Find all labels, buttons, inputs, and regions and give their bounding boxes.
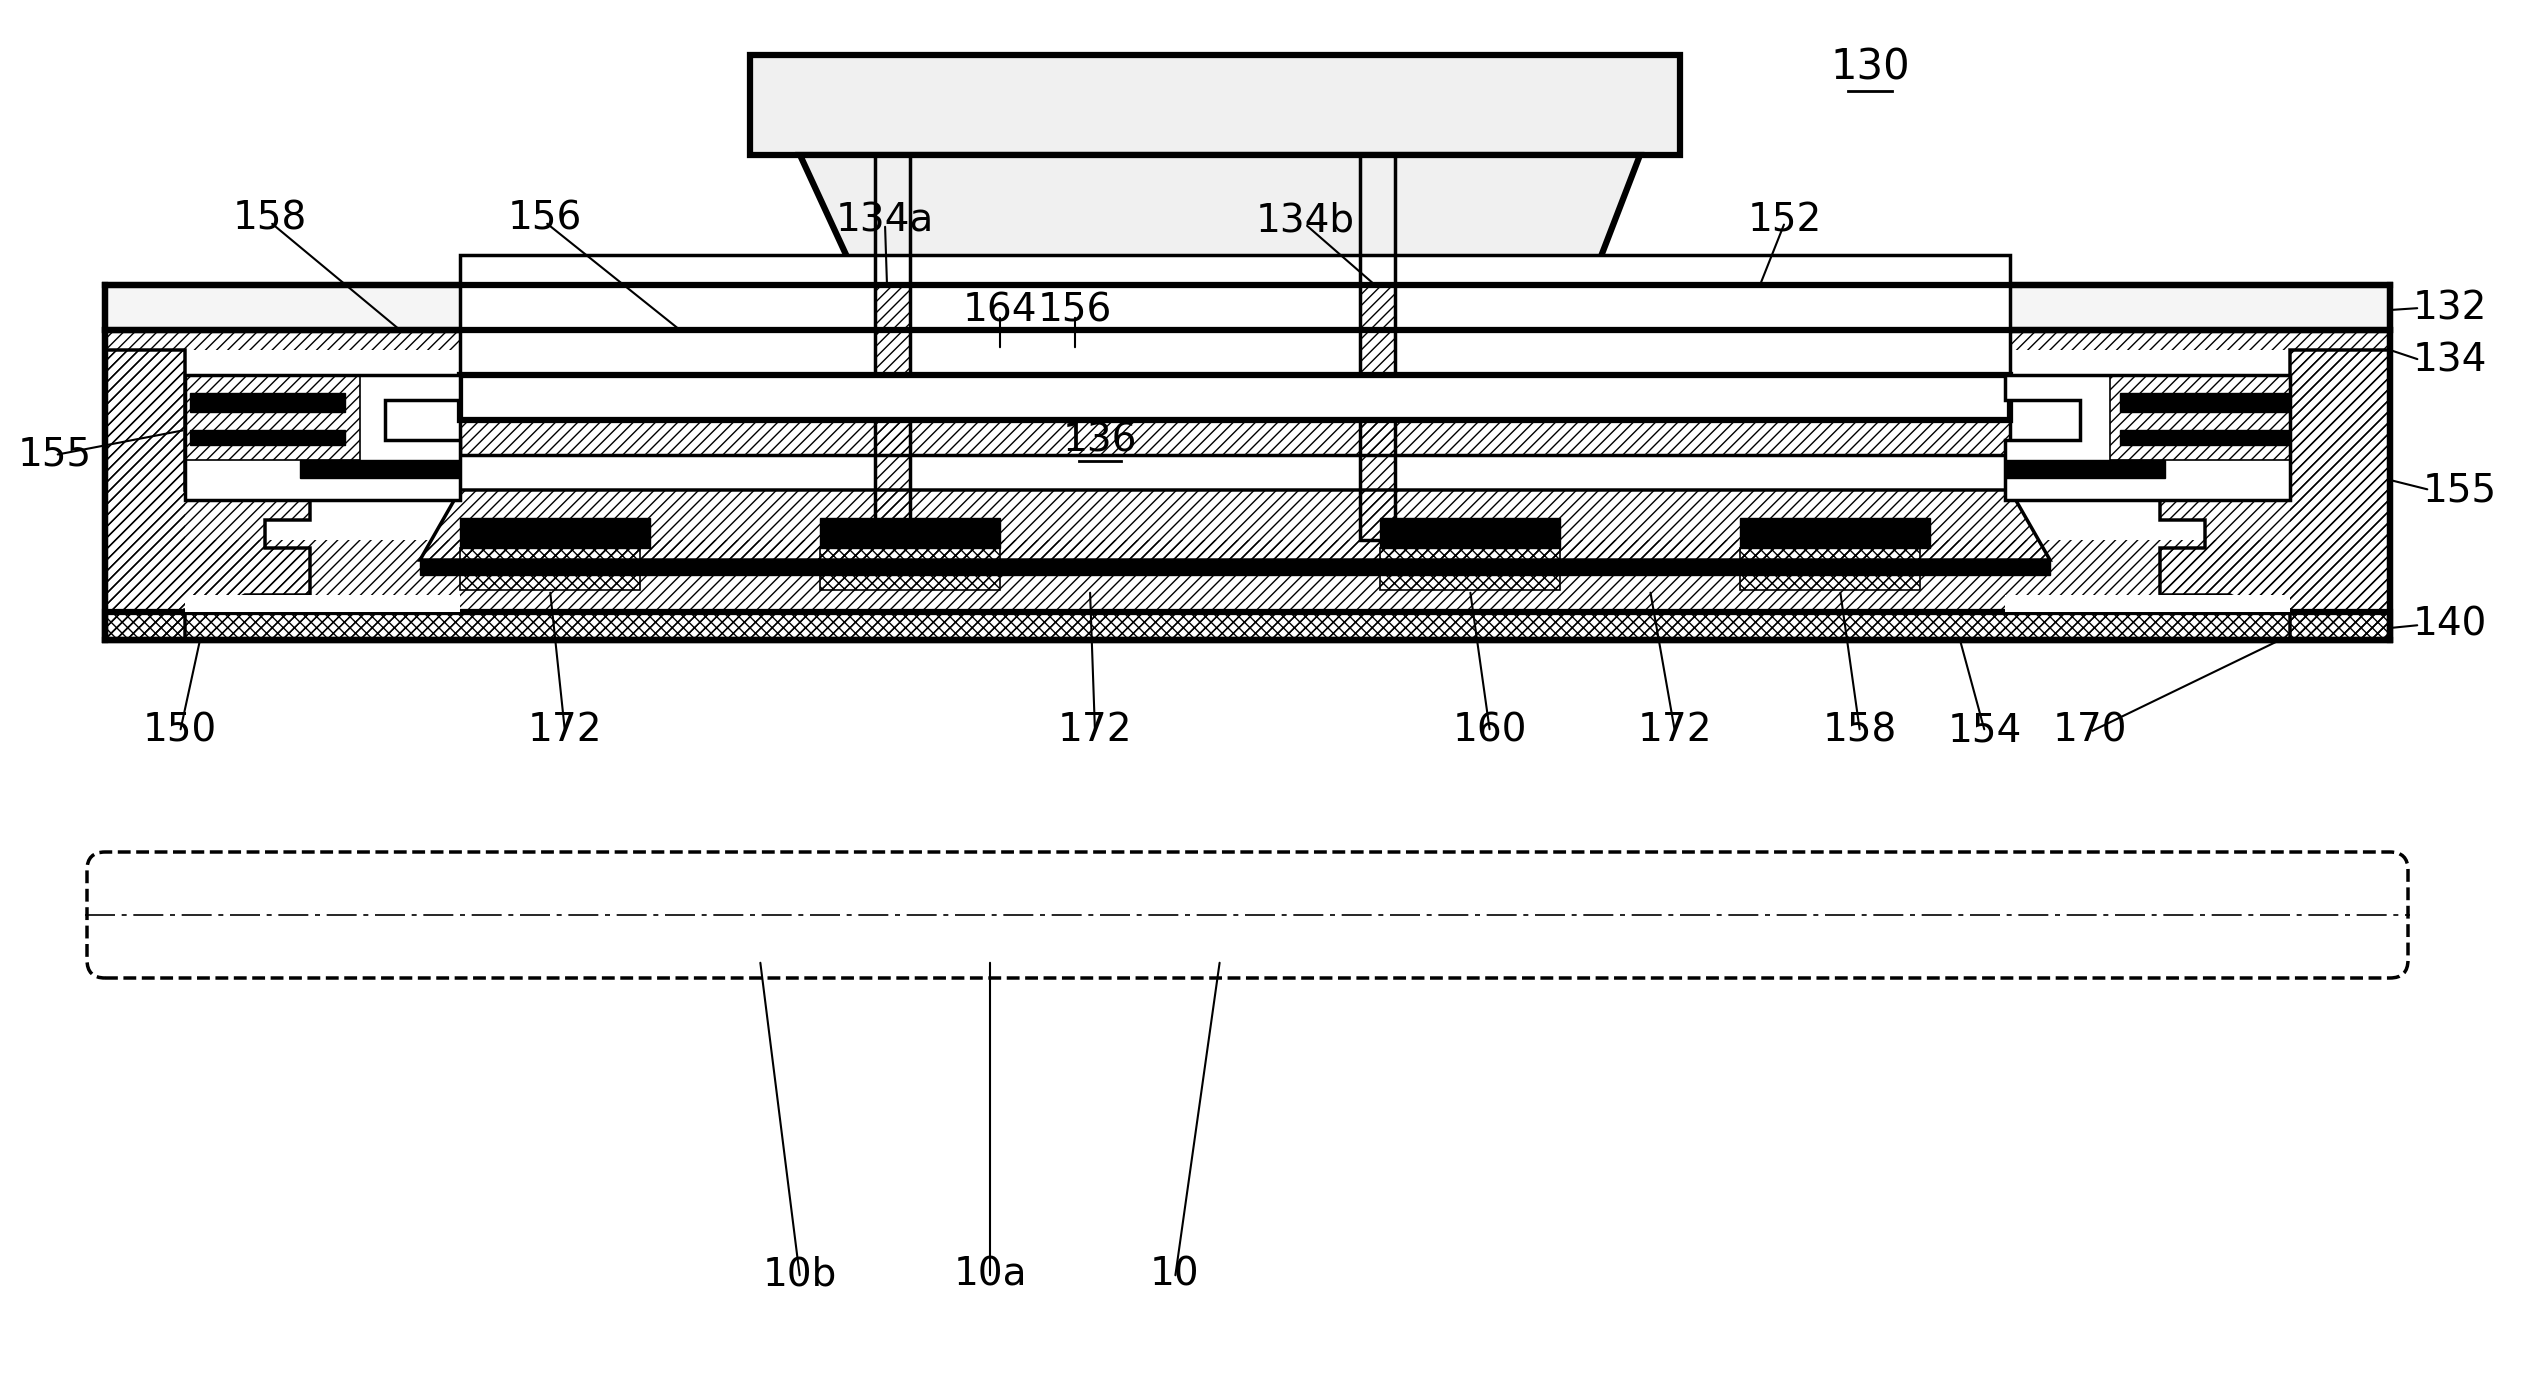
Polygon shape bbox=[185, 595, 460, 611]
Polygon shape bbox=[2119, 430, 2289, 445]
Text: 134a: 134a bbox=[837, 201, 933, 239]
Polygon shape bbox=[301, 461, 460, 477]
Polygon shape bbox=[2005, 461, 2165, 477]
Text: 136: 136 bbox=[1062, 422, 1138, 459]
Polygon shape bbox=[106, 329, 2390, 639]
Polygon shape bbox=[2011, 350, 2289, 500]
Text: 164: 164 bbox=[964, 290, 1037, 329]
Polygon shape bbox=[460, 255, 2011, 420]
Text: 158: 158 bbox=[233, 200, 306, 237]
Polygon shape bbox=[420, 560, 2051, 575]
Text: 150: 150 bbox=[142, 711, 217, 750]
Text: 10a: 10a bbox=[953, 1256, 1027, 1294]
Text: 160: 160 bbox=[1452, 711, 1528, 750]
Polygon shape bbox=[460, 376, 2011, 420]
Text: 170: 170 bbox=[2054, 711, 2127, 750]
Polygon shape bbox=[2005, 595, 2289, 611]
Text: 156: 156 bbox=[1037, 290, 1113, 329]
Text: 154: 154 bbox=[1947, 711, 2023, 750]
Polygon shape bbox=[190, 430, 344, 445]
FancyBboxPatch shape bbox=[86, 852, 2408, 979]
Text: 10b: 10b bbox=[764, 1256, 837, 1294]
Polygon shape bbox=[185, 350, 2289, 540]
Polygon shape bbox=[751, 54, 1679, 155]
Text: 158: 158 bbox=[1823, 711, 1897, 750]
Text: 172: 172 bbox=[529, 711, 602, 750]
Polygon shape bbox=[875, 285, 910, 540]
Text: 155: 155 bbox=[18, 436, 91, 475]
Polygon shape bbox=[2119, 394, 2289, 412]
Polygon shape bbox=[185, 376, 460, 500]
Polygon shape bbox=[799, 155, 1639, 285]
Text: 132: 132 bbox=[2413, 289, 2486, 327]
Text: 134: 134 bbox=[2413, 341, 2486, 378]
Text: 172: 172 bbox=[1639, 711, 1712, 750]
Text: 155: 155 bbox=[2423, 470, 2496, 510]
Polygon shape bbox=[1740, 518, 1930, 549]
Text: 156: 156 bbox=[508, 200, 582, 237]
Polygon shape bbox=[460, 518, 650, 549]
Polygon shape bbox=[2005, 376, 2289, 500]
Text: 130: 130 bbox=[1831, 47, 1909, 89]
Text: 152: 152 bbox=[1748, 201, 1821, 239]
Polygon shape bbox=[190, 394, 344, 412]
Polygon shape bbox=[185, 350, 460, 500]
Polygon shape bbox=[106, 285, 2390, 329]
Text: 10: 10 bbox=[1151, 1256, 1199, 1294]
Polygon shape bbox=[1361, 285, 1396, 540]
Text: 140: 140 bbox=[2413, 606, 2486, 644]
Text: 172: 172 bbox=[1057, 711, 1133, 750]
Text: 134b: 134b bbox=[1254, 201, 1356, 239]
Polygon shape bbox=[1381, 518, 1560, 549]
Polygon shape bbox=[819, 518, 999, 549]
